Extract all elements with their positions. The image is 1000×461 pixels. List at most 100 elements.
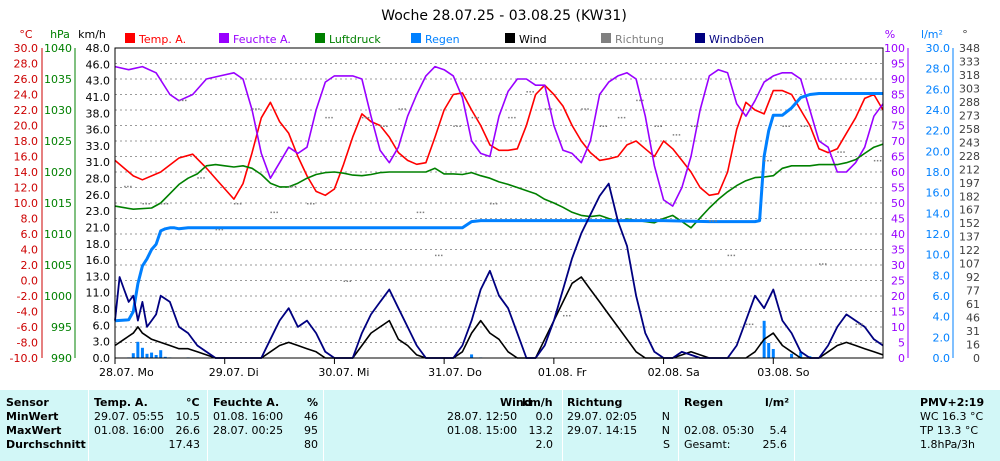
wind-tick: 16.0 bbox=[86, 254, 111, 267]
direction-tick: 228 bbox=[959, 150, 980, 163]
wind-tick: 48.0 bbox=[86, 42, 111, 55]
direction-point bbox=[727, 254, 730, 257]
wind-tick: 28.0 bbox=[86, 173, 111, 186]
direction-value: S bbox=[663, 438, 670, 451]
chart-background bbox=[0, 0, 1000, 390]
header-pmv: PMV+2:19 bbox=[920, 396, 985, 409]
direction-point bbox=[313, 203, 315, 205]
direction-point bbox=[471, 116, 474, 119]
direction-point bbox=[258, 108, 260, 110]
series-lines bbox=[114, 65, 884, 359]
direction-tick: 0 bbox=[973, 352, 980, 365]
wind-time: 28.07. 12:50 bbox=[447, 410, 518, 423]
humidity-tick: 15 bbox=[891, 306, 905, 319]
pressure-tick: 1040 bbox=[44, 42, 72, 55]
rain-tick: 16.0 bbox=[926, 187, 951, 200]
direction-point bbox=[416, 211, 419, 214]
rain-bar bbox=[150, 352, 154, 358]
direction-point bbox=[142, 203, 144, 205]
pmv-value: WC 16.3 °C bbox=[920, 410, 984, 423]
direction-point bbox=[605, 125, 608, 127]
humidity-value: 95 bbox=[304, 424, 318, 437]
direction-tick: 303 bbox=[959, 82, 980, 95]
wind-tick: 36.0 bbox=[86, 124, 111, 137]
rain-bar bbox=[140, 347, 144, 358]
direction-tick: 182 bbox=[959, 190, 980, 203]
direction-point bbox=[587, 108, 589, 110]
header-wind: Wind bbox=[500, 396, 532, 409]
rain-tick: 18.0 bbox=[926, 166, 951, 179]
direction-point bbox=[179, 99, 181, 102]
wind-tick: 46.0 bbox=[86, 58, 111, 71]
legend-label: Richtung bbox=[615, 33, 664, 46]
direction-point bbox=[876, 159, 879, 162]
x-day-label: 29.07. Di bbox=[209, 366, 259, 379]
wind-tick: 43.0 bbox=[86, 75, 111, 88]
humidity-tick: 10 bbox=[891, 321, 905, 334]
plot-frame bbox=[114, 47, 884, 359]
series-line-regen bbox=[114, 92, 883, 323]
temp-tick: -4.0 bbox=[17, 306, 38, 319]
direction-point bbox=[163, 203, 166, 205]
direction-point bbox=[276, 211, 278, 214]
direction-tick: 107 bbox=[959, 258, 980, 271]
x-day-label: 31.07. Do bbox=[428, 366, 482, 379]
rain-value: 25.6 bbox=[762, 438, 788, 451]
wind-tick: 41.0 bbox=[86, 91, 111, 104]
direction-point bbox=[526, 91, 528, 93]
pressure-tick: 1015 bbox=[44, 197, 72, 210]
rain-tick: 6.0 bbox=[933, 290, 951, 303]
temp-tick: -10.0 bbox=[10, 352, 38, 365]
rain-tick: 0.0 bbox=[933, 352, 951, 365]
legend-label: Temp. A. bbox=[138, 33, 186, 46]
direction-point bbox=[127, 185, 129, 188]
temp-tick: 12.0 bbox=[14, 182, 39, 195]
header-rain: Regen bbox=[684, 396, 724, 409]
legend-label: Regen bbox=[425, 33, 460, 46]
direction-point bbox=[474, 116, 477, 119]
direction-point bbox=[508, 116, 510, 119]
humidity-tick: 35 bbox=[891, 244, 905, 257]
direction-tick: 167 bbox=[959, 204, 980, 217]
direction-tick: 31 bbox=[966, 325, 980, 338]
direction-point bbox=[544, 108, 547, 110]
humidity-time: 28.07. 00:25 bbox=[213, 424, 284, 437]
temp-tick: 22.0 bbox=[14, 104, 39, 117]
direction-point bbox=[215, 228, 218, 231]
rain-bar bbox=[771, 349, 775, 358]
rain-bar bbox=[790, 353, 794, 358]
direction-tick: 212 bbox=[959, 163, 980, 176]
header-temp: Temp. A. bbox=[94, 396, 148, 409]
x-axis-labels: 28.07. Mo 29.07. Di 30.07. Mi 31.07. Do 01.0… bbox=[99, 358, 810, 379]
direction-unit: ° bbox=[962, 28, 968, 41]
legend-swatch bbox=[125, 33, 135, 43]
pressure-tick: 995 bbox=[51, 321, 72, 334]
direction-point bbox=[307, 203, 309, 205]
direction-point bbox=[367, 116, 370, 119]
direction-point bbox=[252, 108, 254, 110]
direction-tick: 16 bbox=[966, 339, 980, 352]
rain-bar bbox=[145, 353, 149, 358]
temp-tick: 10.0 bbox=[14, 197, 39, 210]
humidity-tick: 80 bbox=[891, 104, 905, 117]
header-rain-unit: l/m² bbox=[765, 396, 790, 409]
direction-point bbox=[819, 263, 821, 265]
temp-tick: 4.0 bbox=[21, 244, 39, 257]
direction-tick: 77 bbox=[966, 285, 980, 298]
wind-tick: 11.0 bbox=[86, 287, 111, 300]
direction-point bbox=[364, 116, 367, 119]
rain-time: Gesamt: bbox=[684, 438, 731, 451]
direction-point bbox=[745, 323, 748, 326]
header-sensor: Sensor bbox=[6, 396, 49, 409]
direction-value: N bbox=[661, 424, 670, 437]
direction-point bbox=[419, 211, 422, 214]
temp-time: 29.07. 05:55 bbox=[94, 410, 165, 423]
wind-value: 2.0 bbox=[535, 438, 554, 451]
direction-point bbox=[288, 185, 291, 188]
direction-tick: 258 bbox=[959, 123, 980, 136]
direction-time: 29.07. 14:15 bbox=[567, 424, 638, 437]
wind-tick: 23.0 bbox=[86, 205, 111, 218]
x-day-label: 02.08. Sa bbox=[648, 366, 700, 379]
legend-swatch bbox=[505, 33, 515, 43]
row-label: MaxWert bbox=[6, 424, 62, 437]
